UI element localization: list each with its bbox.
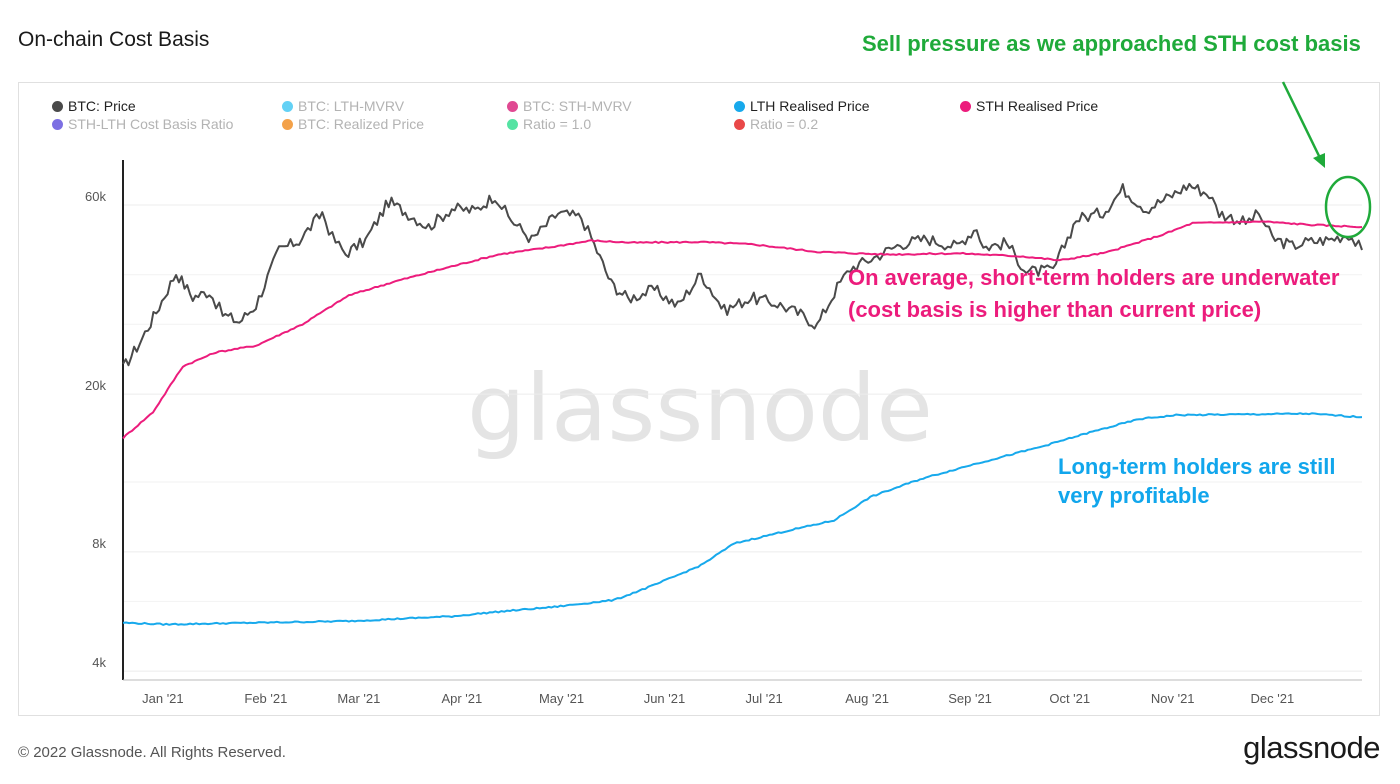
annotation-lth-line1: Long-term holders are still — [1058, 454, 1336, 479]
legend-dot-icon — [52, 118, 63, 130]
legend-label: BTC: STH-MVRV — [523, 98, 632, 114]
legend-item-btc-price[interactable]: BTC: Price — [52, 98, 136, 114]
legend-dot-icon — [507, 118, 518, 130]
legend-dot-icon — [960, 100, 971, 112]
x-tick-label: Jun '21 — [644, 691, 686, 706]
annotation-sth-underwater: On average, short-term holders are under… — [848, 262, 1340, 326]
y-tick-label: 4k — [92, 655, 106, 670]
legend-dot-icon — [507, 100, 518, 112]
x-tick-label: Jan '21 — [142, 691, 184, 706]
x-tick-label: Feb '21 — [244, 691, 287, 706]
watermark-text: glassnode — [467, 355, 933, 462]
legend-dot-icon — [282, 100, 293, 112]
legend-item-ratio-1-0[interactable]: Ratio = 1.0 — [507, 116, 591, 132]
legend-label: Ratio = 0.2 — [750, 116, 819, 132]
legend-label: STH-LTH Cost Basis Ratio — [68, 116, 234, 132]
copyright-footer: © 2022 Glassnode. All Rights Reserved. — [18, 744, 286, 761]
series-line-btc-price — [122, 182, 1363, 367]
legend-dot-icon — [52, 100, 63, 112]
chart-frame — [18, 82, 1380, 716]
legend-label: LTH Realised Price — [750, 98, 870, 114]
annotation-lth-line2: very profitable — [1058, 483, 1210, 508]
legend-label: Ratio = 1.0 — [523, 116, 592, 132]
legend-label: STH Realised Price — [976, 98, 1099, 114]
arrow-line — [1281, 81, 1322, 159]
legend-item-sth-lth-cost-basis-ratio[interactable]: STH-LTH Cost Basis Ratio — [52, 116, 233, 132]
legend-dot-icon — [734, 100, 745, 112]
legend-label: BTC: Price — [68, 98, 136, 114]
page-title: On-chain Cost Basis — [18, 28, 210, 51]
legend-item-ratio-0-2[interactable]: Ratio = 0.2 — [734, 116, 818, 132]
x-tick-label: May '21 — [539, 691, 584, 706]
legend-item-btc-lth-mvrv[interactable]: BTC: LTH-MVRV — [282, 98, 404, 114]
x-tick-label: Oct '21 — [1049, 691, 1090, 706]
x-tick-label: Dec '21 — [1251, 691, 1295, 706]
y-tick-label: 8k — [92, 536, 106, 551]
series-line-sth-realised-price — [122, 220, 1363, 440]
annotation-sth-line2: (cost basis is higher than current price… — [848, 297, 1262, 322]
arrow-head-icon — [1313, 153, 1325, 168]
series-line-lth-realised-price — [122, 412, 1363, 626]
x-tick-label: Jul '21 — [746, 691, 783, 706]
y-tick-label: 20k — [85, 378, 106, 393]
legend-label: BTC: Realized Price — [298, 116, 425, 132]
legend-dot-icon — [282, 118, 293, 130]
legend-dot-icon — [734, 118, 745, 130]
legend-item-btc-sth-mvrv[interactable]: BTC: STH-MVRV — [507, 98, 632, 114]
annotation-sell-pressure: Sell pressure as we approached STH cost … — [862, 31, 1361, 56]
legend-item-btc-realized-price[interactable]: BTC: Realized Price — [282, 116, 424, 132]
x-tick-label: Apr '21 — [441, 691, 482, 706]
legend-item-sth-realised-price[interactable]: STH Realised Price — [960, 98, 1098, 114]
legend-item-lth-realised-price[interactable]: LTH Realised Price — [734, 98, 870, 114]
x-tick-label: Mar '21 — [337, 691, 380, 706]
brand-logo: glassnode — [1243, 730, 1380, 765]
highlight-circle — [1324, 175, 1372, 239]
annotation-sth-line1: On average, short-term holders are under… — [848, 265, 1340, 290]
x-tick-label: Nov '21 — [1151, 691, 1195, 706]
y-tick-label: 60k — [85, 189, 106, 204]
annotation-lth-profitable: Long-term holders are still very profita… — [1058, 452, 1336, 510]
legend-label: BTC: LTH-MVRV — [298, 98, 405, 114]
x-tick-label: Aug '21 — [845, 691, 889, 706]
x-tick-label: Sep '21 — [948, 691, 992, 706]
